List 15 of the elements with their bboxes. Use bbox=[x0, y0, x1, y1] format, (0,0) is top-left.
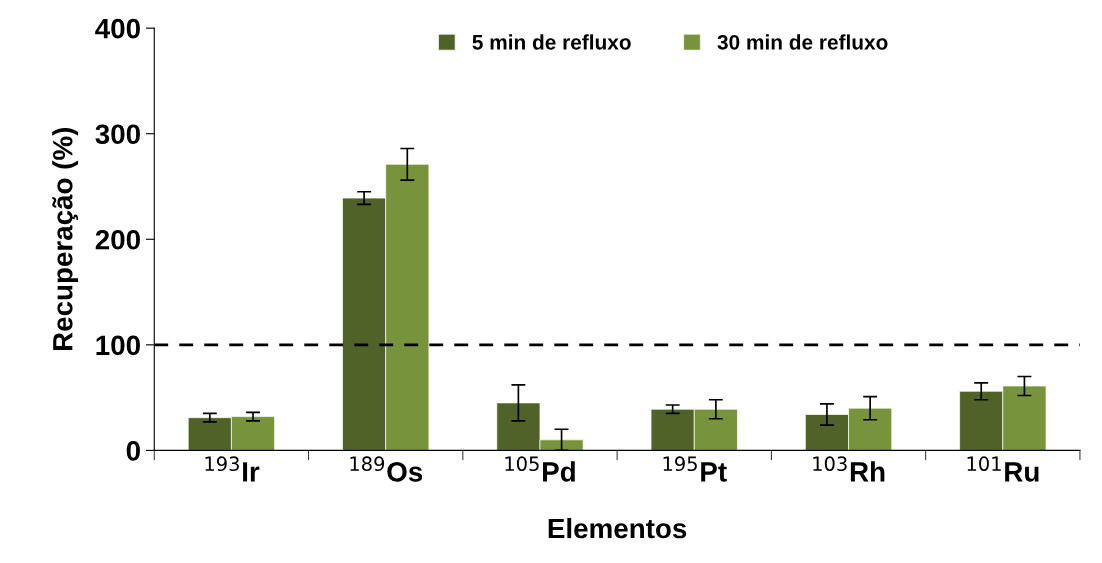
x-tick-label: $^{105}$Pd bbox=[505, 456, 575, 482]
x-tick-label: $^{193}$Ir bbox=[205, 456, 260, 482]
y-tick-label: 300 bbox=[95, 124, 140, 145]
x-tick-label: $^{195}$Pt bbox=[663, 456, 727, 482]
y-tick-label: 100 bbox=[96, 335, 140, 356]
y-tick-label: 200 bbox=[95, 229, 140, 250]
x-tick-label: $^{189}$Os bbox=[350, 456, 423, 482]
x-tick-label: $^{101}$Ru bbox=[967, 456, 1039, 482]
x-axis-title: Elementos bbox=[548, 517, 687, 539]
x-tick-label: $^{103}$Rh bbox=[813, 456, 885, 482]
legend-label: 30 min de refluxo bbox=[717, 34, 888, 50]
y-tick-label: 0 bbox=[126, 441, 140, 461]
y-tick-label: 400 bbox=[95, 18, 140, 39]
legend-label: 5 min de refluxo bbox=[472, 34, 631, 50]
y-axis-title: Recuperação (%) bbox=[52, 127, 79, 351]
